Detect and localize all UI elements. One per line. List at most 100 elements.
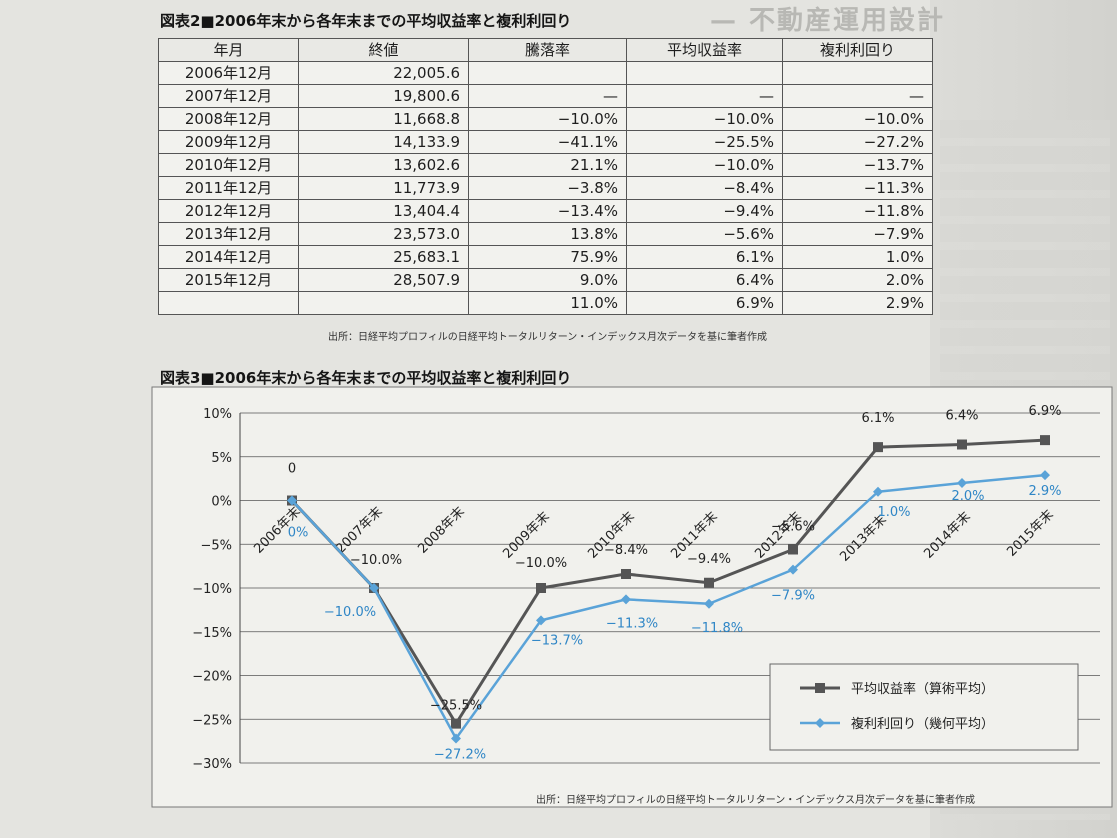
return-table: 年月 終値 騰落率 平均収益率 複利利回り 2006年12月 22,005.6 20… — [158, 38, 933, 315]
cell-average-return: 6.1% — [626, 245, 783, 269]
data-label-average-return: 0 — [288, 462, 296, 477]
table-row: 2010年12月 13,602.6 21.1% −10.0% −13.7% — [158, 153, 933, 177]
point-average-return — [451, 718, 461, 729]
cell-year-month: 2006年12月 — [158, 61, 299, 85]
cell-year-month: 2008年12月 — [158, 107, 299, 131]
data-label-average-return: −10.0% — [515, 556, 567, 571]
point-average-return — [873, 442, 883, 453]
cell-compound-yield: −11.8% — [782, 199, 933, 223]
cell-compound-yield: 2.9% — [782, 291, 933, 315]
header-year-month: 年月 — [158, 38, 299, 62]
cell-average-return: −25.5% — [626, 130, 783, 154]
cell-compound-yield: −27.2% — [782, 130, 933, 154]
data-label-compound-yield: −11.8% — [691, 621, 743, 636]
data-label-compound-yield: 1.0% — [877, 505, 910, 520]
header-close: 終値 — [298, 38, 469, 62]
legend-marker — [815, 718, 825, 728]
cell-close: 11,773.9 — [298, 176, 469, 200]
point-average-return — [1040, 435, 1050, 446]
point-compound-yield — [369, 583, 379, 593]
cell-close: 13,404.4 — [298, 199, 469, 223]
data-label-average-return: −5.6% — [771, 520, 815, 535]
cell-close: 11,668.8 — [298, 107, 469, 131]
data-label-compound-yield: −10.0% — [324, 605, 376, 620]
table-row: 11.0% 6.9% 2.9% — [158, 291, 933, 315]
series-line-compound-yield — [291, 473, 1046, 740]
data-label-compound-yield: −13.7% — [531, 633, 583, 648]
cell-compound-yield: 2.0% — [782, 268, 933, 292]
table-caption: 図表2■2006年末から各年末までの平均収益率と複利利回り — [160, 12, 572, 30]
point-compound-yield — [957, 478, 967, 488]
cell-change-rate: −41.1% — [468, 130, 627, 154]
cell-change-rate: −13.4% — [468, 199, 627, 223]
chart-caption: 図表3■2006年末から各年末までの平均収益率と複利利回り — [160, 369, 572, 387]
legend-box — [769, 663, 1079, 751]
cell-change-rate: −3.8% — [468, 176, 627, 200]
cell-average-return: −8.4% — [626, 176, 783, 200]
header-change-rate: 騰落率 — [468, 38, 627, 62]
cell-change-rate: 21.1% — [468, 153, 627, 177]
data-label-average-return: −25.5% — [430, 699, 482, 714]
data-label-compound-yield: 2.9% — [1028, 484, 1061, 499]
y-tick-label: −20% — [192, 670, 232, 685]
cell-compound-yield: −7.9% — [782, 222, 933, 246]
data-label-compound-yield: −27.2% — [434, 748, 486, 763]
point-compound-yield — [536, 615, 546, 626]
cell-year-month: 2007年12月 — [158, 84, 299, 108]
point-compound-yield — [704, 598, 714, 609]
table-row: 2007年12月 19,800.6— — — — [158, 84, 933, 108]
cell-close: 23,573.0 — [298, 222, 469, 246]
y-tick-label: −5% — [200, 538, 232, 553]
y-tick-label: −10% — [192, 582, 232, 597]
legend-label: 複利利回り（幾何平均） — [851, 716, 994, 732]
point-compound-yield — [621, 594, 631, 605]
cell-change-rate: 11.0% — [468, 291, 627, 315]
cell-year-month: 2010年12月 — [158, 153, 299, 177]
point-average-return — [704, 577, 714, 588]
data-label-compound-yield: −7.9% — [771, 589, 815, 604]
table-row: 2006年12月 22,005.6 — [158, 61, 933, 85]
point-compound-yield — [451, 733, 461, 744]
cell-close — [298, 291, 469, 315]
table-header-row: 年月 終値 騰落率 平均収益率 複利利回り — [158, 38, 933, 62]
table-row: 2011年12月 11,773.9 −3.8% −8.4% −11.3% — [158, 176, 933, 200]
point-compound-yield — [788, 564, 798, 575]
data-label-average-return: −10.0% — [350, 553, 402, 568]
point-average-return — [957, 439, 967, 450]
cell-close: 25,683.1 — [298, 245, 469, 269]
cell-close: 28,507.9 — [298, 268, 469, 292]
legend-label: 平均収益率（算術平均） — [851, 681, 994, 697]
point-average-return — [536, 583, 546, 593]
data-label-average-return: −9.4% — [687, 552, 731, 567]
point-compound-yield — [873, 486, 883, 497]
y-tick-label: 0% — [211, 495, 232, 510]
cell-year-month: 2012年12月 — [158, 199, 299, 223]
cell-compound-yield: −13.7% — [782, 153, 933, 177]
table-source: 出所：日経平均プロフィルの日経平均トータルリターン・インデックス月次データを基に… — [328, 332, 767, 343]
data-label-average-return: −8.4% — [604, 543, 648, 558]
cell-compound-yield — [782, 61, 933, 85]
y-tick-label: −25% — [192, 713, 232, 728]
cell-average-return: −5.6% — [626, 222, 783, 246]
data-label-average-return: 6.1% — [861, 411, 894, 426]
cell-close: 22,005.6 — [298, 61, 469, 85]
point-compound-yield — [287, 495, 297, 506]
y-tick-label: −30% — [192, 757, 232, 772]
point-average-return — [621, 569, 631, 579]
y-tick-label: 10% — [203, 407, 232, 422]
data-label-compound-yield: 0% — [288, 526, 309, 541]
y-tick-label: −15% — [192, 626, 232, 641]
point-average-return — [788, 544, 798, 555]
cell-year-month — [158, 291, 299, 315]
cell-year-month: 2013年12月 — [158, 222, 299, 246]
cell-compound-yield: — — [782, 84, 933, 108]
legend-marker — [815, 683, 825, 693]
background-section-header: — 不動産運用設計 — [710, 6, 946, 36]
cell-average-return: — — [626, 84, 783, 108]
data-label-average-return: 6.9% — [1028, 404, 1061, 419]
data-label-average-return: 6.4% — [945, 409, 978, 424]
cell-average-return: 6.9% — [626, 291, 783, 315]
data-label-compound-yield: 2.0% — [951, 489, 984, 504]
cell-year-month: 2015年12月 — [158, 268, 299, 292]
